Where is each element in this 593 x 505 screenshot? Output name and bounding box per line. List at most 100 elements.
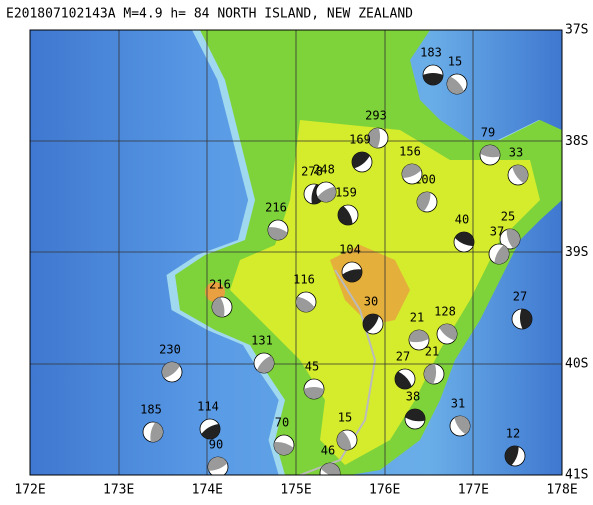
x-label: 174E <box>192 483 223 498</box>
frame <box>29 29 563 476</box>
beachball-quadrant <box>296 296 315 312</box>
map-title: E201807102143A M=4.9 h= 84 NORTH ISLAND,… <box>6 7 413 22</box>
focal-mechanism: 293 <box>365 109 389 149</box>
event-label: 27 <box>396 350 410 364</box>
x-label: 178E <box>546 483 577 498</box>
beachball-quadrant <box>342 269 363 283</box>
focal-mechanism: 131 <box>251 334 275 374</box>
focal-mechanism: 216 <box>265 201 289 241</box>
focal-mechanism: 21 <box>423 345 445 385</box>
event-label: 185 <box>140 403 162 417</box>
event-label: 12 <box>506 427 520 441</box>
x-label: 172E <box>14 483 45 498</box>
focal-mechanism: 90 <box>207 438 229 475</box>
focal-mechanism: 114 <box>197 400 221 440</box>
beachball-quadrant <box>405 409 425 422</box>
focal-mechanism: 156 <box>399 145 423 185</box>
focal-mechanism: 15 <box>446 55 468 95</box>
beachball-quadrant <box>317 186 336 202</box>
focal-mechanism: 70 <box>273 416 295 456</box>
focal-mechanism: 38 <box>404 390 426 430</box>
fault <box>299 269 377 475</box>
focal-mechanism: 116 <box>293 273 317 313</box>
event-label: 70 <box>275 416 289 430</box>
event-label: 159 <box>335 186 357 200</box>
beachball-quadrant <box>504 445 519 466</box>
focal-mechanism: 79 <box>479 126 501 166</box>
event-label: 169 <box>349 133 371 147</box>
beachball-quadrant <box>274 441 294 455</box>
event-label: 15 <box>338 411 352 425</box>
y-label: 39S <box>565 245 588 260</box>
beachball-quadrant <box>424 364 437 384</box>
beachball-quadrant <box>447 76 464 94</box>
event-label: 230 <box>159 343 181 357</box>
focal-mechanism: 128 <box>434 305 458 345</box>
focal-mechanism: 27 <box>394 350 416 390</box>
focal-mechanism: 27 <box>511 290 533 330</box>
event-label: 293 <box>365 109 387 123</box>
event-label: 104 <box>339 243 361 257</box>
beachball-quadrant <box>150 422 164 442</box>
focal-mechanism: 216 <box>209 278 233 318</box>
y-label: 40S <box>565 356 588 371</box>
event-label: 40 <box>455 213 469 227</box>
beachball-quadrant <box>454 416 470 435</box>
event-label: 31 <box>451 397 465 411</box>
event-label: 216 <box>209 278 231 292</box>
event-label: 15 <box>448 55 462 69</box>
x-label: 177E <box>458 483 489 498</box>
focal-mechanism: 46 <box>319 444 341 475</box>
event-label: 21 <box>410 311 424 325</box>
beachball-quadrant <box>395 371 412 389</box>
beachball-quadrant <box>268 227 288 240</box>
event-label: 21 <box>425 345 439 359</box>
event-label: 25 <box>501 210 515 224</box>
event-label: 33 <box>509 146 523 160</box>
grid <box>30 30 562 475</box>
event-label: 128 <box>434 305 456 319</box>
beachball-quadrant <box>423 73 443 85</box>
event-label: 114 <box>197 400 219 414</box>
focal-mechanism: 40 <box>453 213 475 253</box>
focal-mechanism: 185 <box>140 403 164 443</box>
y-label: 41S <box>565 468 588 483</box>
beachball-quadrant <box>506 229 520 249</box>
focal-mechanism: 31 <box>449 397 471 437</box>
beachball-quadrant <box>454 232 475 247</box>
axes: 172E 173E 174E 175E 176E 177E 178E 37S 38S 39S 40S… <box>14 23 588 498</box>
focal-mechanism: 25 <box>499 210 521 250</box>
beachball-quadrant <box>480 145 500 158</box>
event-label: 90 <box>209 438 223 452</box>
event-label: 38 <box>406 390 420 404</box>
beachball-quadrant <box>439 324 457 341</box>
y-label: 38S <box>565 134 588 149</box>
y-label: 37S <box>565 23 588 38</box>
beachball-quadrant <box>352 152 370 169</box>
beachball-quadrant <box>409 330 429 343</box>
beachball-quadrant <box>368 128 381 148</box>
focal-mechanism: 21 <box>408 311 430 351</box>
focal-mechanism: 104 <box>339 243 363 283</box>
beachball-quadrant <box>337 431 352 450</box>
focal-mechanism: 45 <box>303 360 325 400</box>
event-label: 216 <box>265 201 287 215</box>
event-label: 116 <box>293 273 315 287</box>
focal-mechanism: 230 <box>159 343 183 383</box>
beachball-quadrant <box>337 206 353 226</box>
focal-mechanism: 33 <box>507 146 529 186</box>
focal-mechanism: 37 <box>488 225 510 265</box>
focal-mechanism: 30 <box>362 295 384 335</box>
beachball-quadrant <box>211 297 225 317</box>
focal-mechanism: 12 <box>504 427 526 467</box>
beachball-quadrant <box>417 192 431 212</box>
focal-mechanism: 183 <box>420 46 444 86</box>
x-label: 176E <box>369 483 400 498</box>
event-label: 46 <box>321 444 335 458</box>
beachball-quadrant <box>402 164 422 178</box>
beachball-quadrant <box>162 362 180 379</box>
event-label: 37 <box>490 225 504 239</box>
